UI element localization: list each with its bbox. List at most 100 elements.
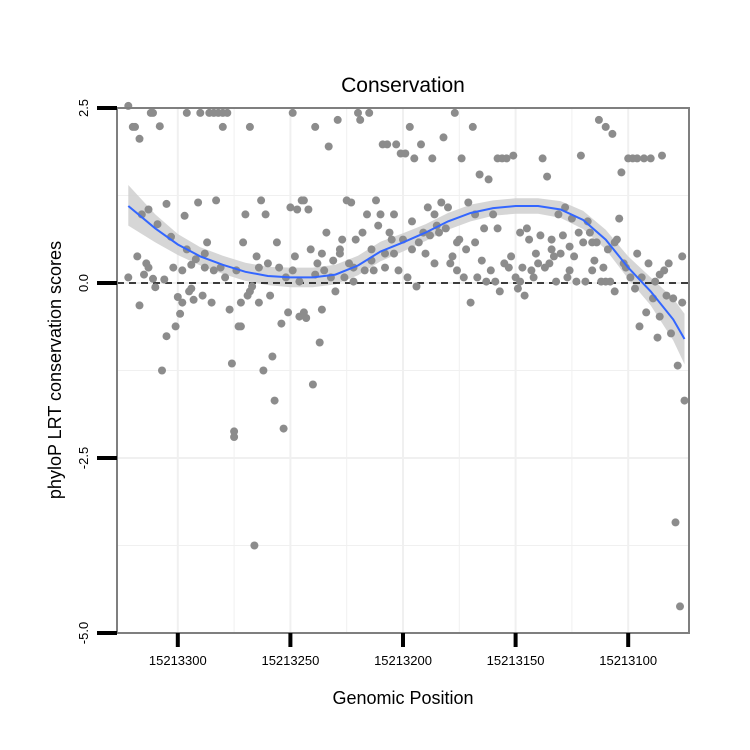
data-point: [430, 210, 439, 219]
data-point: [601, 122, 610, 131]
smooth-curve: [127, 205, 686, 340]
data-point: [263, 259, 272, 268]
data-point: [376, 210, 385, 219]
data-point: [475, 170, 484, 179]
data-point: [482, 277, 491, 286]
data-point: [356, 115, 365, 124]
data-point: [545, 259, 554, 268]
data-point: [676, 602, 684, 611]
data-point: [450, 108, 459, 117]
data-point: [335, 249, 344, 258]
data-point: [162, 332, 171, 341]
y-tick-label: 0.0: [76, 274, 91, 292]
x-tick-label: 15213150: [487, 653, 545, 668]
data-point: [466, 298, 475, 307]
data-point: [230, 433, 239, 441]
data-point: [212, 196, 221, 205]
data-point: [601, 277, 610, 286]
data-point: [473, 273, 482, 282]
data-point: [502, 154, 511, 163]
data-point: [331, 287, 340, 296]
data-point: [534, 259, 543, 268]
chart-title: Conservation: [341, 74, 465, 97]
data-point: [227, 359, 236, 368]
data-point: [423, 203, 432, 212]
data-point: [565, 242, 574, 251]
data-point: [658, 151, 666, 160]
data-point: [288, 108, 297, 117]
data-point: [680, 396, 689, 405]
grid-lines: [117, 107, 689, 634]
data-point: [437, 198, 446, 207]
data-point: [549, 252, 558, 261]
data-point: [457, 154, 466, 163]
data-point: [430, 259, 439, 268]
data-point: [633, 154, 642, 163]
data-point: [180, 211, 189, 220]
data-point: [374, 221, 383, 230]
data-point: [135, 134, 144, 143]
data-point: [554, 210, 563, 219]
data-point: [516, 228, 525, 237]
data-point: [173, 293, 182, 301]
data-point: [236, 322, 245, 331]
data-point: [381, 263, 389, 272]
data-points: [124, 101, 689, 611]
data-point: [286, 203, 295, 212]
data-point: [531, 249, 540, 258]
data-point: [558, 231, 567, 240]
data-point: [230, 427, 239, 436]
data-point: [257, 196, 266, 205]
data-point: [290, 252, 299, 261]
data-point: [381, 249, 389, 258]
data-point: [570, 252, 579, 261]
x-tick-label: 15213200: [374, 653, 432, 668]
y-tick-label: -5.0: [76, 622, 91, 644]
data-point: [642, 308, 651, 317]
data-point: [579, 238, 588, 247]
data-point: [149, 108, 157, 117]
data-point: [317, 305, 326, 314]
data-point: [151, 283, 160, 292]
data-point: [516, 277, 525, 286]
data-point: [459, 273, 468, 282]
data-point: [421, 249, 430, 258]
data-point: [563, 273, 572, 282]
y-tick-label: -2.5: [76, 447, 91, 469]
data-point: [279, 424, 288, 433]
data-point: [610, 287, 619, 296]
data-point: [468, 122, 477, 131]
data-point: [387, 235, 396, 244]
data-point: [585, 228, 594, 237]
data-point: [509, 151, 518, 160]
data-point: [218, 122, 227, 131]
data-point: [678, 252, 687, 261]
y-axis: 2.5 0.0 -2.5 -5.0: [76, 99, 117, 644]
data-point: [594, 115, 603, 124]
data-point: [561, 203, 570, 212]
data-point: [254, 263, 263, 272]
data-point: [261, 210, 270, 219]
data-point: [480, 224, 489, 233]
data-point: [317, 249, 326, 258]
data-point: [340, 273, 349, 282]
data-point: [162, 199, 171, 208]
data-point: [405, 122, 414, 131]
data-point: [324, 142, 333, 151]
data-point: [610, 238, 619, 247]
data-point: [203, 238, 212, 247]
data-point: [471, 238, 480, 247]
data-point: [124, 273, 133, 282]
data-point: [565, 266, 574, 275]
data-point: [360, 266, 369, 275]
data-point: [408, 217, 416, 226]
data-point: [615, 214, 624, 223]
data-point: [313, 259, 322, 268]
data-point: [268, 352, 277, 361]
data-point: [462, 245, 471, 254]
data-point: [538, 154, 547, 163]
data-point: [428, 154, 437, 163]
data-point: [178, 298, 187, 307]
data-point: [446, 259, 455, 268]
